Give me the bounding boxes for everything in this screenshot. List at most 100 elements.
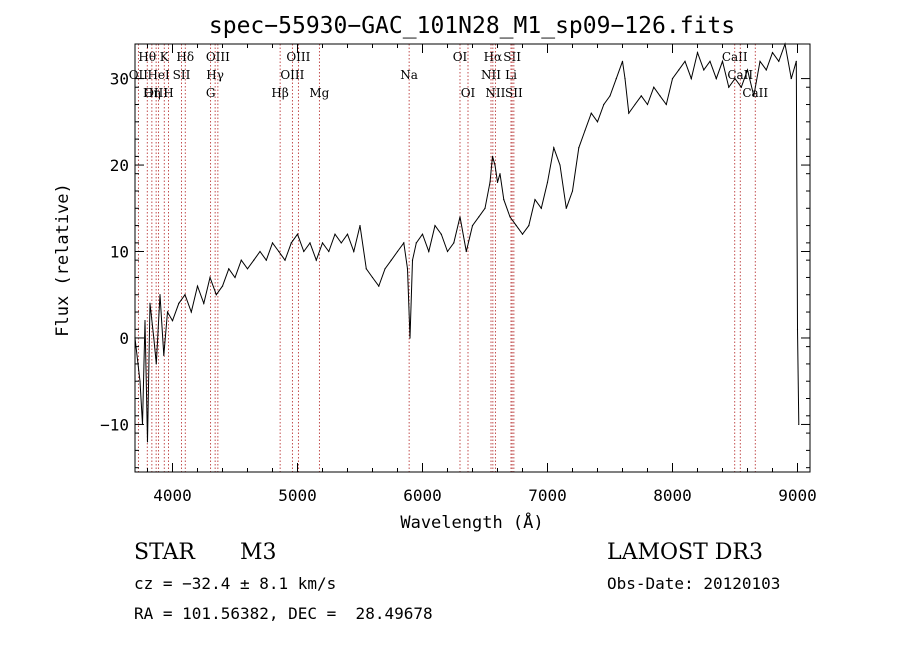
line-marker-label: SII: [173, 68, 191, 82]
x-tick-label: 6000: [403, 486, 442, 505]
redshift-velocity: cz = −32.4 ± 8.1 km/s: [134, 574, 337, 593]
flux-point: [196, 285, 199, 287]
line-marker-label: Hθ: [138, 50, 156, 64]
flux-point: [390, 259, 392, 261]
flux-point: [671, 77, 674, 80]
flux-point: [489, 181, 491, 183]
line-marker-label: OIII: [286, 50, 310, 64]
flux-point: [203, 302, 205, 304]
flux-point: [653, 86, 655, 88]
flux-point: [334, 233, 336, 235]
flux-point: [624, 77, 626, 80]
object-class: STAR: [134, 540, 195, 565]
y-tick-label: 10: [110, 243, 129, 262]
flux-point: [309, 242, 311, 244]
flux-point: [178, 302, 180, 304]
observation-date: Obs-Date: 20120103: [607, 574, 781, 593]
flux-point: [584, 129, 586, 132]
flux-point: [603, 103, 605, 106]
line-marker-label: HeI: [147, 68, 170, 82]
flux-point: [696, 52, 699, 54]
flux-point: [634, 103, 636, 106]
line-marker-label: Hη: [143, 86, 161, 100]
flux-point: [290, 242, 292, 244]
line-marker-label: Li: [505, 68, 517, 82]
flux-point: [646, 103, 649, 106]
flux-point: [296, 233, 299, 235]
flux-point: [328, 250, 330, 253]
plot-frame: [134, 43, 811, 473]
y-tick-label: 20: [110, 156, 129, 175]
line-marker-label: Mg: [309, 86, 329, 100]
flux-point: [678, 69, 680, 71]
flux-point: [384, 268, 386, 270]
y-tick-label: 30: [110, 70, 129, 89]
x-axis: 4000 5000 6000 7000 8000 9000: [147, 44, 817, 505]
flux-point: [753, 95, 755, 97]
flux-point: [494, 164, 496, 166]
flux-point: [771, 52, 774, 54]
flux-point: [159, 294, 161, 296]
line-marker-label: CaII: [722, 50, 748, 64]
flux-point: [149, 302, 151, 304]
flux-point: [515, 224, 517, 227]
flux-point: [446, 250, 449, 253]
flux-point: [166, 311, 169, 313]
flux-point: [359, 224, 361, 227]
y-axis: −10 0 10 20 30: [100, 70, 810, 469]
x-tick-label: 5000: [278, 486, 317, 505]
flux-point: [540, 207, 542, 209]
flux-point: [528, 224, 530, 227]
flux-point: [246, 268, 249, 270]
line-marker-label: Hδ: [176, 50, 194, 64]
flux-point: [396, 250, 399, 253]
flux-point: [190, 311, 192, 313]
line-marker-label: Na: [400, 68, 418, 82]
flux-point: [321, 242, 324, 244]
flux-point: [484, 207, 486, 209]
flux-point: [141, 423, 144, 426]
flux-point: [684, 60, 686, 62]
line-marker-label: SII: [503, 50, 521, 64]
flux-point: [284, 259, 286, 261]
flux-point: [615, 77, 617, 80]
line-marker-label: OII: [129, 68, 149, 82]
flux-point: [796, 328, 799, 330]
flux-point: [315, 259, 317, 261]
flux-point: [491, 155, 494, 158]
flux-point: [155, 363, 157, 365]
line-marker-label: OI: [461, 86, 476, 100]
flux-point: [765, 69, 767, 71]
flux-point: [503, 199, 505, 201]
flux-point: [746, 69, 749, 71]
flux-point: [640, 95, 642, 97]
flux-point: [403, 242, 405, 244]
flux-point: [715, 77, 717, 80]
flux-point: [784, 43, 786, 45]
y-tick-label: −10: [100, 415, 129, 434]
plot-border: [134, 43, 811, 473]
flux-point: [499, 173, 501, 175]
sky-coordinates: RA = 101.56382, DEC = 28.49678: [134, 604, 433, 623]
line-marker-label: OIII: [280, 68, 304, 82]
flux-point: [609, 95, 611, 97]
flux-point: [428, 250, 430, 253]
x-tick-label: 9000: [778, 486, 817, 505]
flux-point: [303, 250, 305, 253]
flux-point: [690, 77, 692, 80]
flux-point: [565, 207, 567, 209]
line-marker-label: NII: [485, 86, 505, 100]
flux-point: [365, 268, 367, 270]
x-tick-label: 4000: [153, 486, 192, 505]
flux-point: [734, 77, 736, 80]
flux-point: [578, 147, 580, 149]
flux-point: [665, 103, 667, 106]
line-marker-label: Hα: [484, 50, 503, 64]
line-marker-label: OIII: [144, 86, 168, 100]
flux-point: [790, 77, 792, 80]
flux-point: [240, 259, 242, 261]
flux-point: [728, 86, 730, 88]
flux-point: [409, 337, 411, 339]
